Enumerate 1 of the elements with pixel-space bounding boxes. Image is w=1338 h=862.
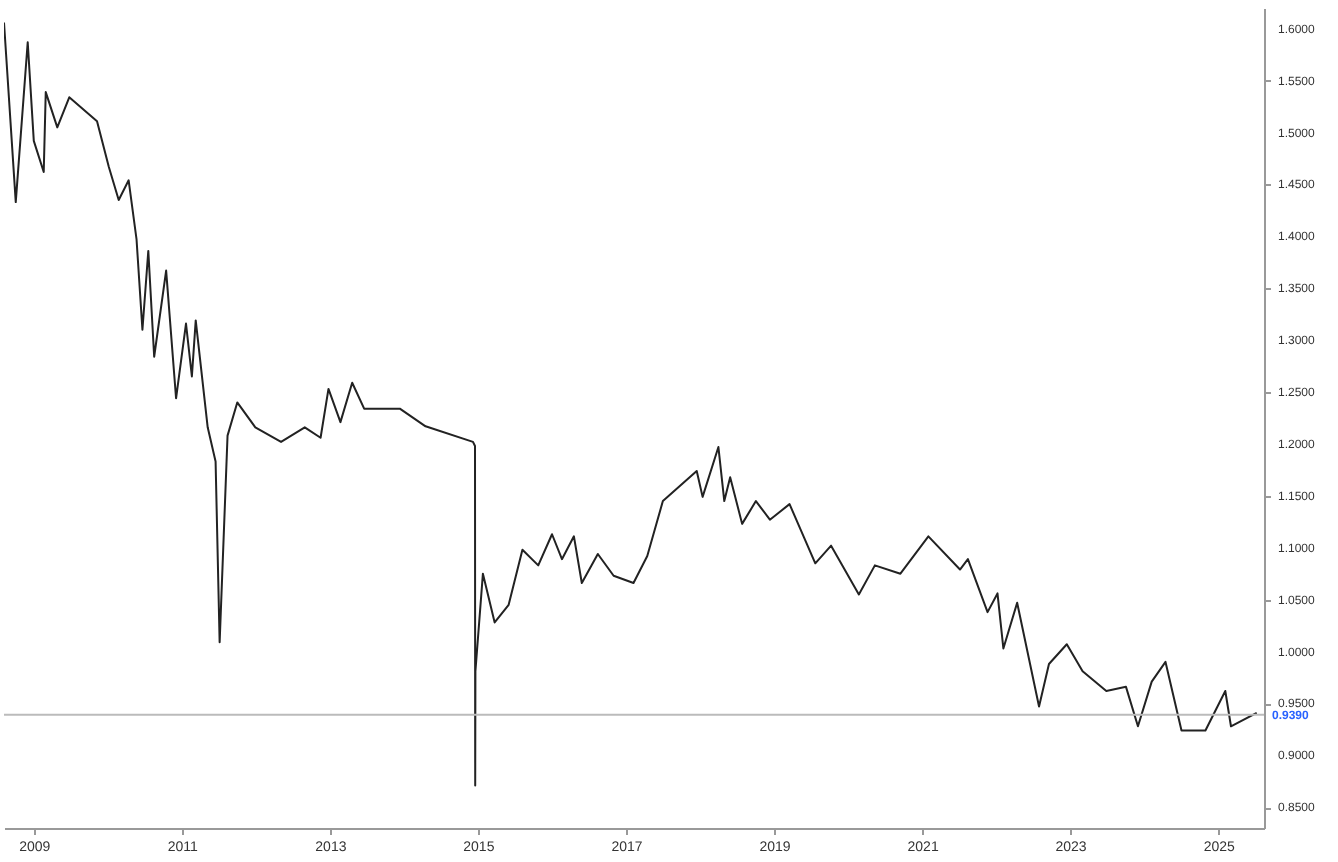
line-series bbox=[4, 21, 1258, 787]
